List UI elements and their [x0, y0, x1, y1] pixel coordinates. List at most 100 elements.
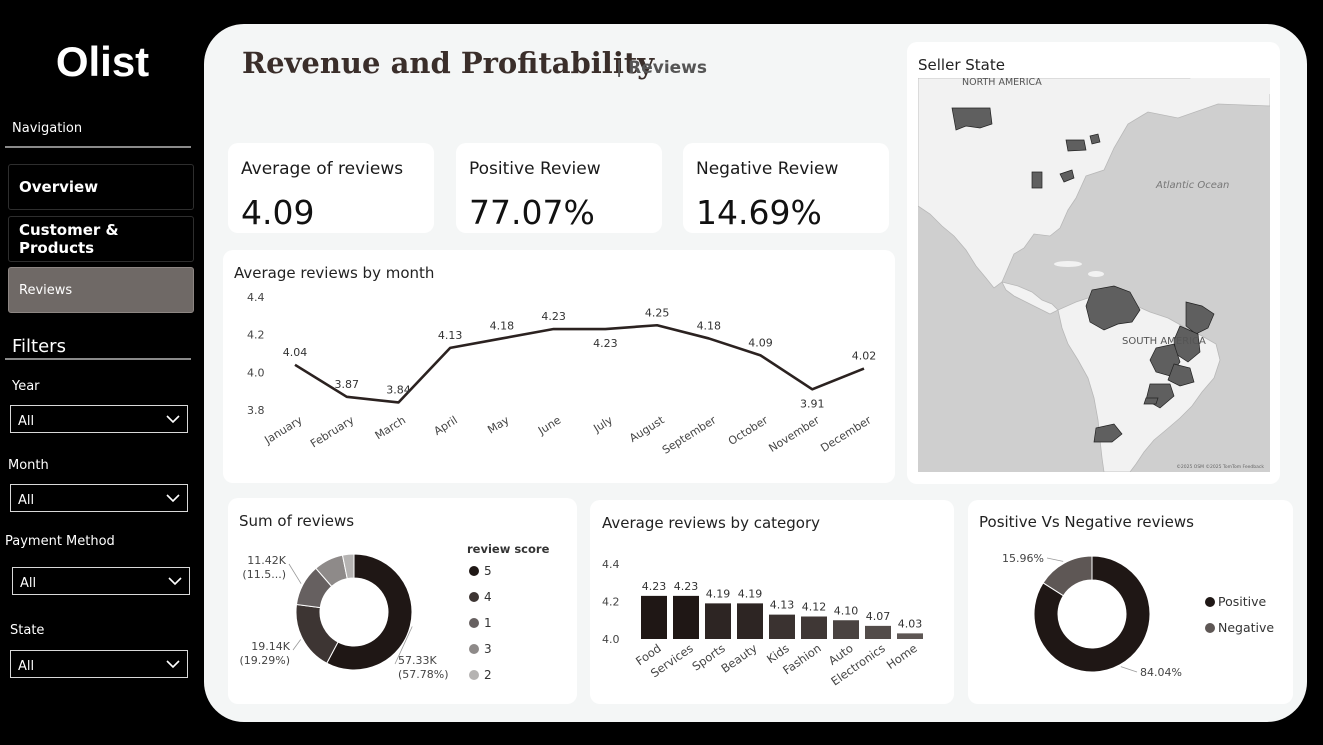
map-region-northeast-brazil[interactable]	[1185, 301, 1215, 335]
month-dropdown-value: All	[18, 493, 35, 508]
legend-label[interactable]: Positive	[1218, 594, 1266, 609]
map-region-pennsylvania[interactable]	[1065, 139, 1087, 152]
legend-label[interactable]: 5	[484, 564, 492, 578]
data-label: 4.19	[706, 587, 731, 600]
leader-line	[288, 563, 302, 584]
bar[interactable]	[897, 633, 923, 639]
map-land-central-america	[1001, 281, 1059, 315]
data-label: 4.13	[438, 329, 463, 342]
data-label: 4.13	[770, 599, 795, 612]
line-chart-card: Average reviews by month 4.4 4.2 4.0 3.8 4.0…	[223, 250, 895, 483]
map-region-minas-gerais[interactable]	[1167, 363, 1195, 387]
pie-slice-2[interactable]	[341, 553, 355, 580]
legend-label[interactable]: 4	[484, 590, 492, 604]
map-region-parana[interactable]	[1143, 397, 1159, 405]
page-title: Revenue and Profitability	[242, 46, 655, 80]
pie-slice-5[interactable]	[326, 553, 413, 671]
kpi-card-negative-review: Negative Review 14.69%	[683, 143, 889, 233]
sum-reviews-donut-chart[interactable]: review score 57.33K (57.78%) 19.14K (19.29%…	[228, 498, 577, 704]
data-point[interactable]	[499, 335, 505, 341]
data-point[interactable]	[706, 335, 712, 341]
map-region-amazonas[interactable]	[1085, 285, 1141, 331]
legend-marker[interactable]	[469, 618, 479, 628]
data-label: 4.25	[645, 306, 670, 319]
map-label-atlantic-ocean: Atlantic Ocean	[1155, 180, 1229, 191]
map-region-montana[interactable]	[951, 107, 993, 131]
pie-slice-4[interactable]	[295, 603, 339, 664]
month-dropdown[interactable]: All	[10, 484, 188, 512]
legend-marker[interactable]	[1205, 597, 1215, 607]
category-bar-chart[interactable]: 4.44.24.04.23Food4.23Services4.19Sports4…	[590, 500, 954, 704]
map-label-north-america: NORTH AMERICA	[962, 78, 1042, 88]
y-tick-label: 4.2	[247, 329, 265, 342]
map-region-louisiana[interactable]	[1031, 171, 1043, 189]
map-region-rio-grande[interactable]	[1093, 423, 1123, 443]
bar[interactable]	[705, 603, 731, 639]
nav-overview-button[interactable]: Overview	[8, 164, 194, 210]
x-tick-label: May	[485, 413, 512, 436]
chevron-down-icon	[166, 415, 180, 424]
y-tick-label: 4.2	[602, 596, 620, 609]
data-point[interactable]	[344, 394, 350, 400]
year-dropdown[interactable]: All	[10, 405, 188, 433]
nav-reviews-button[interactable]: Reviews	[8, 267, 194, 313]
legend-marker[interactable]	[469, 566, 479, 576]
bar[interactable]	[865, 625, 891, 639]
map-region-bahia[interactable]	[1173, 325, 1201, 363]
x-tick-label: March	[373, 414, 408, 443]
series-line	[294, 323, 865, 404]
bar[interactable]	[737, 603, 763, 639]
legend-label[interactable]: 1	[484, 616, 492, 630]
legend-marker[interactable]	[469, 592, 479, 602]
payment-method-dropdown[interactable]: All	[12, 567, 190, 595]
legend-label[interactable]: 3	[484, 642, 492, 656]
kpi-card-positive-review: Positive Review 77.07%	[456, 143, 662, 233]
month-filter-label: Month	[8, 458, 49, 473]
map-region-northeast[interactable]	[1089, 133, 1101, 145]
data-point[interactable]	[395, 399, 401, 405]
data-point[interactable]	[602, 326, 608, 332]
seller-state-map[interactable]: NORTH AMERICA Atlantic Ocean SOUTH AMERI…	[918, 78, 1270, 472]
positive-negative-donut-chart[interactable]: 84.04% 15.96% Positive Negative	[968, 500, 1293, 704]
year-filter-label: Year	[12, 379, 40, 394]
kpi-value: 4.09	[241, 193, 315, 232]
bar[interactable]	[769, 614, 795, 639]
map-land-greenland	[1190, 78, 1270, 98]
bar[interactable]	[833, 620, 859, 639]
map-land-hispaniola	[1088, 271, 1104, 277]
pie-slice-positive[interactable]	[1033, 555, 1151, 673]
data-point[interactable]	[809, 386, 815, 392]
data-point[interactable]	[861, 366, 867, 372]
map-card: Seller State	[907, 42, 1280, 484]
bar[interactable]	[641, 595, 667, 639]
data-label: 4.23	[674, 580, 699, 593]
data-point[interactable]	[551, 326, 557, 332]
bar[interactable]	[801, 616, 827, 640]
legend-label[interactable]: Negative	[1218, 620, 1274, 635]
data-point[interactable]	[447, 345, 453, 351]
x-tick-label: September	[660, 413, 719, 456]
map-land-cuba	[1054, 261, 1082, 267]
legend-marker[interactable]	[1205, 623, 1215, 633]
legend-marker[interactable]	[469, 644, 479, 654]
data-label: 4.03	[898, 617, 923, 630]
map-label-south-america: SOUTH AMERICA	[1122, 336, 1206, 347]
data-point[interactable]	[292, 362, 298, 368]
data-point[interactable]	[654, 322, 660, 328]
x-tick-label: Beauty	[718, 641, 759, 676]
data-label: 4.23	[541, 310, 566, 323]
data-point[interactable]	[758, 352, 764, 358]
line-chart[interactable]: 4.4 4.2 4.0 3.8 4.04 3.87 3.84 4.13 4.18 4.23 4.23…	[223, 250, 895, 483]
filters-heading: Filters	[12, 336, 66, 357]
pie-slice-negative[interactable]	[1042, 555, 1093, 597]
data-label: 4.10	[834, 604, 859, 617]
map-region-south-carolina[interactable]	[1059, 169, 1075, 183]
bar-chart-title: Average reviews by category	[602, 514, 821, 532]
legend-marker[interactable]	[469, 670, 479, 680]
state-dropdown[interactable]: All	[10, 650, 188, 678]
bar[interactable]	[673, 595, 699, 639]
positive-negative-card: Positive Vs Negative reviews 84.04% 15.96…	[968, 500, 1293, 704]
chevron-down-icon	[168, 577, 182, 586]
nav-customer-products-button[interactable]: Customer & Products	[8, 216, 194, 262]
legend-label[interactable]: 2	[484, 668, 492, 682]
